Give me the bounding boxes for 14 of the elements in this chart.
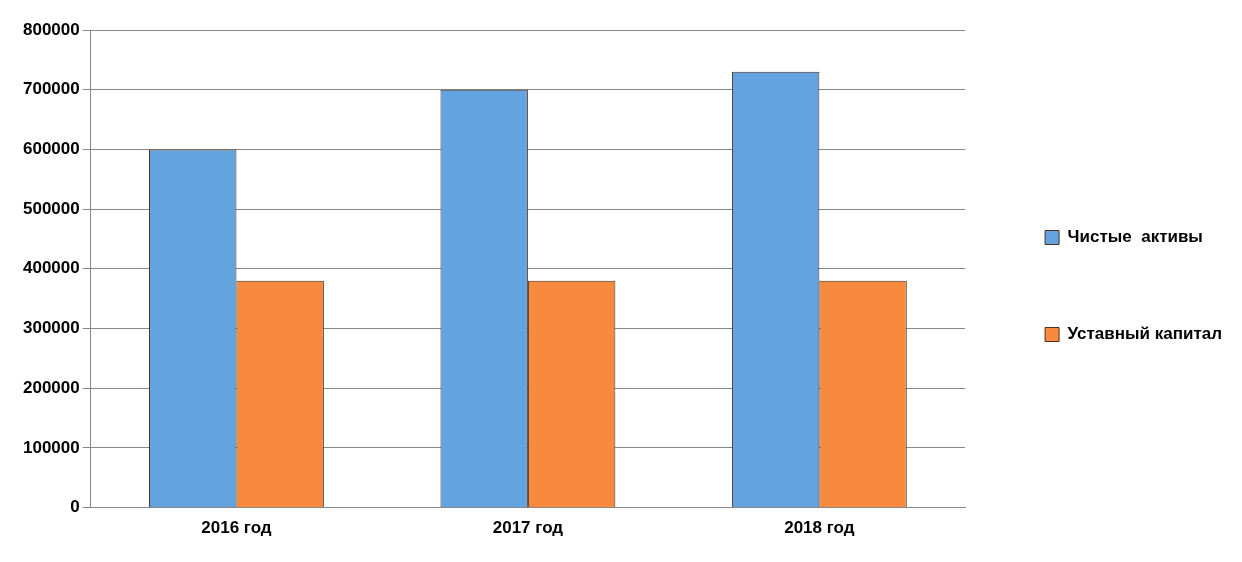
y-tick-label: 600000 — [22, 139, 80, 159]
y-tick-label: 200000 — [22, 377, 80, 397]
y-tick-label: 500000 — [22, 198, 80, 218]
legend-label: Чистые активы — [1067, 227, 1203, 247]
y-tick-label: 0 — [70, 497, 80, 517]
y-tick-label: 100000 — [22, 437, 80, 457]
x-tick-label: 2017 год — [492, 518, 564, 538]
y-tick-label: 300000 — [22, 318, 80, 338]
x-tick-label: 2016 год — [201, 518, 272, 538]
x-tick-label: 2018 год — [784, 518, 855, 538]
y-tick-label: 800000 — [22, 19, 80, 39]
legend-label: Уставный капитал — [1067, 324, 1223, 344]
y-tick-label: 400000 — [22, 258, 80, 278]
y-tick-label: 700000 — [22, 79, 80, 99]
